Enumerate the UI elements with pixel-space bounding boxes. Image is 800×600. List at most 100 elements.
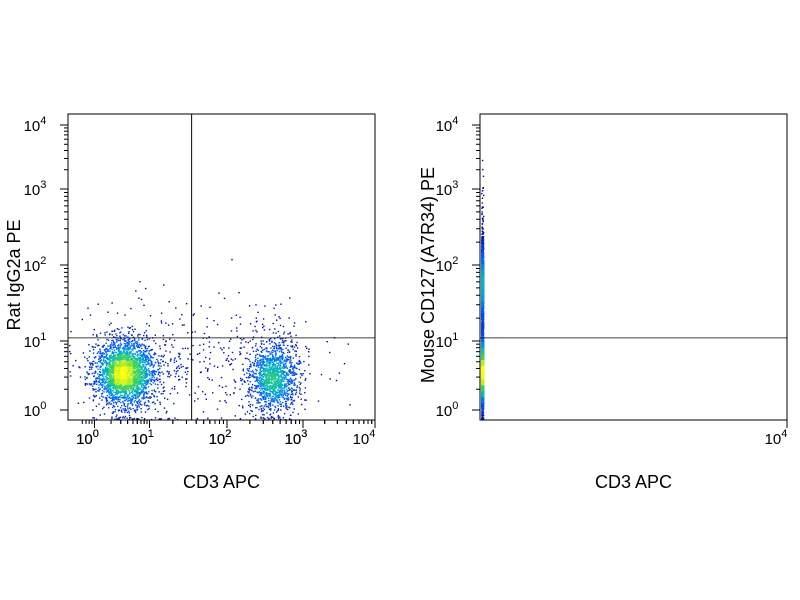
event-dot [127,338,130,341]
event-dot [140,380,142,383]
event-dot [481,239,483,241]
event-dot [260,392,262,394]
event-dot [166,370,169,373]
event-dot [137,335,139,337]
event-dot [120,354,123,356]
event-dot [145,356,147,358]
event-dot [156,377,158,379]
event-dot [120,387,122,389]
event-dot [115,383,117,386]
event-dot [142,374,144,377]
event-dot [120,352,122,354]
event-dot [482,322,484,324]
event-dot [104,368,107,370]
event-dot [156,396,158,398]
event-dot [261,387,263,389]
event-dot [257,364,259,366]
event-dot [265,397,267,400]
event-dot [481,213,483,216]
event-dot [225,359,228,361]
event-dot [273,307,275,310]
event-dot [140,373,143,375]
event-dot [135,358,137,360]
event-dot [119,382,121,384]
event-dot [125,379,128,382]
event-dot [129,386,132,388]
event-dot [114,372,116,374]
event-dot [182,347,184,350]
event-dot [207,368,209,370]
event-dot [132,349,134,352]
event-dot [283,393,285,395]
event-dot [111,365,114,368]
event-dot [274,381,277,383]
event-dot [213,346,215,348]
event-dot [254,384,256,387]
event-dot [194,392,196,394]
event-dot [308,364,310,366]
event-dot [280,389,283,391]
event-dot [289,407,291,409]
event-dot [109,372,111,374]
event-dot [197,353,199,355]
event-dot [111,361,114,364]
event-dot [173,386,176,388]
event-dot [279,403,281,405]
event-dot [262,363,264,366]
event-dot [135,360,138,362]
event-dot [100,359,103,361]
event-dot [251,347,254,349]
event-dot [141,357,144,359]
event-dot [119,357,121,359]
event-dot [216,408,219,410]
event-dot [138,399,140,401]
event-dot [293,374,295,376]
event-dot [106,350,109,353]
event-dot [280,350,282,352]
event-dot [150,371,152,373]
event-dot [254,376,256,378]
event-dot [240,342,242,344]
event-dot [259,345,262,348]
event-dot [343,363,346,365]
event-dot [125,349,127,351]
event-dot [124,357,126,359]
event-dot [283,378,286,380]
event-dot [147,367,150,370]
event-dot [278,358,280,361]
event-dot [121,357,124,360]
event-dot [123,351,125,353]
event-dot [295,355,297,357]
event-dot [128,381,130,383]
event-dot [127,371,129,373]
event-dot [297,413,299,415]
event-dot [272,364,274,366]
event-dot [284,393,286,395]
event-dot [154,383,157,385]
event-dot [84,383,86,385]
event-dot [137,395,139,398]
event-dot [268,338,271,341]
event-dot [136,357,138,360]
event-dot [275,374,277,377]
event-dot [273,350,275,352]
event-dot [155,342,157,345]
event-dot [136,343,138,345]
event-dot [272,385,274,388]
event-dot [107,362,109,365]
event-dot [140,298,143,301]
event-dot [275,392,278,394]
event-dot [173,388,176,390]
event-dot [180,363,182,366]
event-dot [123,375,126,377]
event-dot [116,379,118,382]
event-dot [281,353,283,356]
event-dot [122,380,124,382]
event-dot [265,387,267,389]
event-dot [127,400,129,402]
event-dot [275,411,278,413]
event-dot [283,387,285,390]
event-dot [249,406,251,408]
event-dot [120,343,123,346]
event-dot [130,383,133,386]
